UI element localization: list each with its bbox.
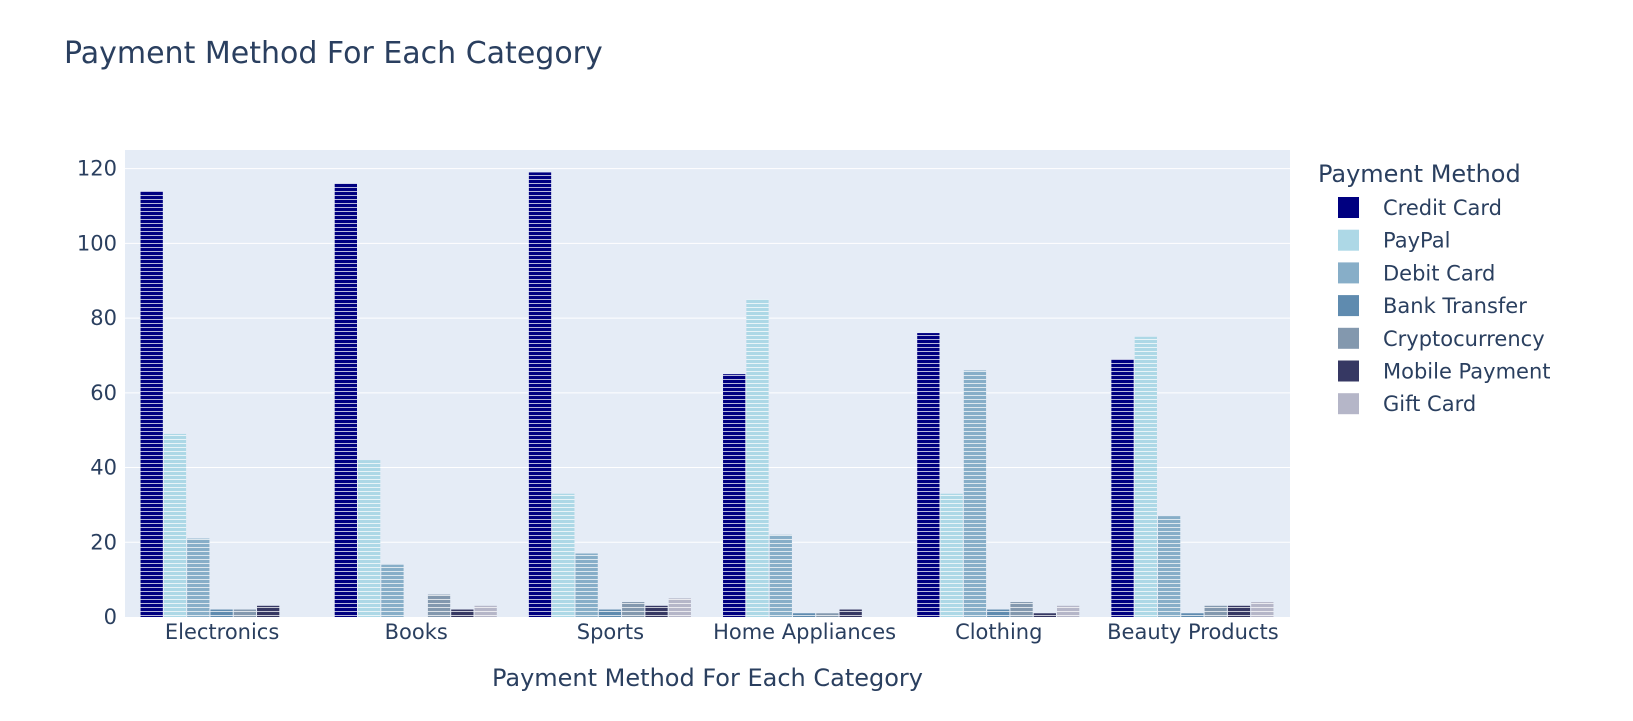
legend-item-label[interactable]: Gift Card — [1383, 392, 1476, 416]
legend-item-label[interactable]: PayPal — [1383, 229, 1450, 253]
bar[interactable] — [427, 594, 451, 617]
x-axis: Electronics Books Sports Home Appliances Clo… — [165, 620, 1279, 644]
bar[interactable] — [839, 609, 862, 617]
legend-swatch[interactable] — [1338, 327, 1359, 349]
bar[interactable] — [140, 191, 163, 617]
bar[interactable] — [575, 553, 598, 617]
y-tick-label: 120 — [77, 157, 117, 181]
bar[interactable] — [668, 598, 691, 617]
y-axis: 0 20 40 60 80 100 120 — [77, 157, 117, 629]
bars-layer — [140, 172, 1274, 617]
legend[interactable]: Payment Method Credit Card PayPal Debit Ca… — [1318, 160, 1551, 416]
bar[interactable] — [598, 609, 622, 617]
x-tick-label: Sports — [577, 620, 644, 644]
legend-swatch[interactable] — [1338, 262, 1359, 284]
bar[interactable] — [746, 299, 769, 617]
bar[interactable] — [381, 564, 404, 617]
legend-item-label[interactable]: Credit Card — [1383, 196, 1502, 220]
legend-item-label[interactable]: Debit Card — [1383, 261, 1495, 285]
bar[interactable] — [792, 613, 816, 617]
y-tick-label: 40 — [90, 456, 117, 480]
bar[interactable] — [1010, 602, 1033, 617]
bar[interactable] — [210, 609, 233, 617]
x-tick-label: Electronics — [165, 620, 279, 644]
bar[interactable] — [187, 538, 210, 617]
bar[interactable] — [552, 493, 575, 617]
y-tick-label: 60 — [90, 381, 117, 405]
legend-item-label[interactable]: Bank Transfer — [1383, 294, 1527, 318]
y-tick-label: 100 — [77, 231, 117, 255]
plot-area — [125, 150, 1290, 617]
bar[interactable] — [1157, 516, 1181, 617]
bar[interactable] — [528, 172, 552, 617]
x-axis-title: Payment Method For Each Category — [492, 664, 923, 692]
bar[interactable] — [1057, 605, 1080, 617]
x-tick-label: Home Appliances — [713, 620, 896, 644]
legend-swatch[interactable] — [1338, 197, 1359, 218]
y-tick-label: 20 — [90, 530, 117, 554]
bar[interactable] — [257, 605, 280, 617]
bar[interactable] — [917, 333, 940, 617]
bar[interactable] — [1033, 613, 1056, 617]
gridlines — [125, 168, 1290, 543]
legend-swatch[interactable] — [1338, 229, 1359, 251]
bar[interactable] — [816, 613, 839, 617]
legend-swatch[interactable] — [1338, 393, 1359, 415]
legend-swatch[interactable] — [1338, 360, 1359, 382]
y-tick-label: 80 — [90, 306, 117, 330]
legend-title: Payment Method — [1318, 160, 1521, 188]
bar[interactable] — [1181, 613, 1204, 617]
bar[interactable] — [1111, 359, 1134, 617]
bar[interactable] — [1134, 336, 1157, 617]
bar[interactable] — [940, 493, 963, 617]
bar[interactable] — [645, 605, 668, 617]
bar[interactable] — [963, 370, 987, 617]
x-tick-label: Books — [385, 620, 448, 644]
bar[interactable] — [358, 460, 381, 617]
x-tick-label: Beauty Products — [1107, 620, 1279, 644]
bar[interactable] — [1227, 605, 1251, 617]
bar[interactable] — [474, 605, 497, 617]
bar[interactable] — [622, 602, 645, 617]
bar[interactable] — [1204, 605, 1227, 617]
bar[interactable] — [233, 609, 257, 617]
bar[interactable] — [769, 534, 792, 617]
y-tick-label: 0 — [104, 605, 117, 629]
bar[interactable] — [451, 609, 474, 617]
bar[interactable] — [334, 183, 357, 617]
legend-swatch[interactable] — [1338, 295, 1359, 317]
x-tick-label: Clothing — [955, 620, 1042, 644]
legend-item-label[interactable]: Cryptocurrency — [1383, 327, 1545, 351]
bar[interactable] — [1251, 602, 1274, 617]
bar[interactable] — [163, 433, 187, 617]
bar[interactable] — [723, 374, 746, 617]
bar[interactable] — [987, 609, 1010, 617]
legend-item-label[interactable]: Mobile Payment — [1383, 360, 1551, 384]
chart-title: Payment Method For Each Category — [64, 36, 603, 71]
